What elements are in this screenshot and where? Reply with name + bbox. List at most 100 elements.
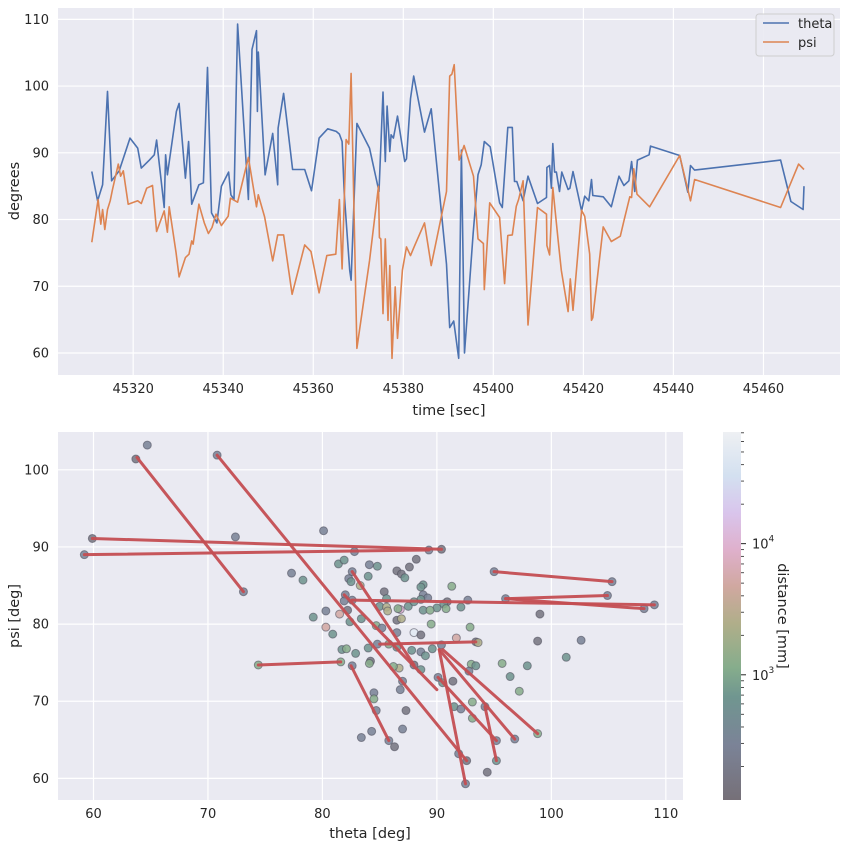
jump-segment [349,664,391,743]
scatter-point [411,554,421,564]
scatter-point [522,661,532,671]
colorbar-gradient [723,432,741,800]
colorbar-tick-label: 103 [752,666,774,684]
x-tick-label: 60 [85,807,102,822]
scatter-point [364,658,374,668]
scatter-point [420,651,430,661]
x-tick-label: 45340 [203,382,244,397]
scatter-point [321,606,331,616]
scatter-point [465,622,475,632]
grid [58,8,840,375]
scatter-point [230,532,240,542]
scatter-point [456,704,466,714]
jump-segment [215,453,469,763]
scatter-point [447,581,457,591]
jump-segment [378,640,478,646]
jump-segment [256,660,343,667]
scatter-point [372,561,382,571]
scatter-point [395,685,405,695]
y-axis-label: degrees [7,162,23,220]
scatter-point [425,605,435,615]
scatter-point [335,609,345,619]
timeseries-axes: 45320 45340 45360 45380 45400 45420 45440 45460… [7,8,840,419]
jump-segment [350,570,416,667]
scatter-point [351,648,361,658]
jump-segments [82,453,656,786]
scatter-point [505,672,515,682]
jump-segment [483,705,498,763]
tick-base: 10 [752,669,769,684]
x-axis-label: theta [deg] [329,826,411,842]
scatter-point [482,767,492,777]
series-lines [91,23,805,360]
jump-segment [437,648,517,741]
scatter-point [416,630,426,640]
scatter-point [367,726,377,736]
y-tick-label: 80 [32,213,49,228]
x-tick-label: 45400 [473,382,514,397]
scatter-point [341,644,351,654]
colorbar-tick-label: 104 [752,535,775,553]
plot-area [58,432,683,800]
x-tick-label: 45380 [383,382,424,397]
tick-labels: 60 70 80 90 100 110 60 70 80 90 100 [24,463,678,822]
scatter-point [339,555,349,565]
scatter-point [363,571,373,581]
scatter-point [363,643,373,653]
y-tick-label: 110 [24,13,49,28]
scatter-point [467,697,477,707]
y-tick-label: 60 [32,772,49,787]
scatter-point [383,606,393,616]
scatter-point [533,636,543,646]
scatter-point [441,604,451,614]
y-tick-label: 70 [32,695,49,710]
scatter-point [298,575,308,585]
y-tick-label: 90 [32,146,49,161]
x-tick-label: 45320 [113,382,154,397]
scatter-point [456,602,466,612]
scatter-point [308,612,318,622]
scatter-point [407,645,417,655]
scatter-point [471,661,481,671]
scatter-point [396,614,406,624]
scatter-point [321,622,331,632]
jump-segment [437,648,468,786]
legend: theta psi [755,13,835,57]
x-tick-label: 45460 [743,382,784,397]
scatter-point [426,619,436,629]
x-tick-label: 90 [429,807,446,822]
scatter-point [535,609,545,619]
scatter-point [576,635,586,645]
legend-box [755,13,835,57]
scatter-point [328,629,338,639]
y-tick-label: 100 [24,463,49,478]
y-axis-label: psi [deg] [7,584,23,648]
scatter-point [398,724,408,734]
jump-segment [342,593,439,692]
scatter-point [404,562,414,572]
scatter-point [346,577,356,587]
scatter-point [448,676,458,686]
tick-base: 10 [752,538,769,553]
colorbar-label: distance [mm] [774,563,790,669]
jump-segment [492,570,614,584]
x-tick-label: 45440 [653,382,694,397]
y-tick-label: 80 [32,618,49,633]
legend-psi-label: psi [798,36,817,51]
scatter-point [364,560,374,570]
scatter-point [356,733,366,743]
y-tick-label: 90 [32,540,49,555]
scatter-point [356,614,366,624]
scatter-point [514,686,524,696]
scatter-point [393,604,403,614]
series-line-psi [91,63,805,360]
tick-exponent: 4 [769,535,775,545]
scatter-point [287,568,297,578]
tick-exponent: 3 [769,666,775,676]
grid [58,432,683,800]
scatter-point [401,706,411,716]
scatter-point [319,526,329,536]
x-tick-label: 80 [314,807,331,822]
